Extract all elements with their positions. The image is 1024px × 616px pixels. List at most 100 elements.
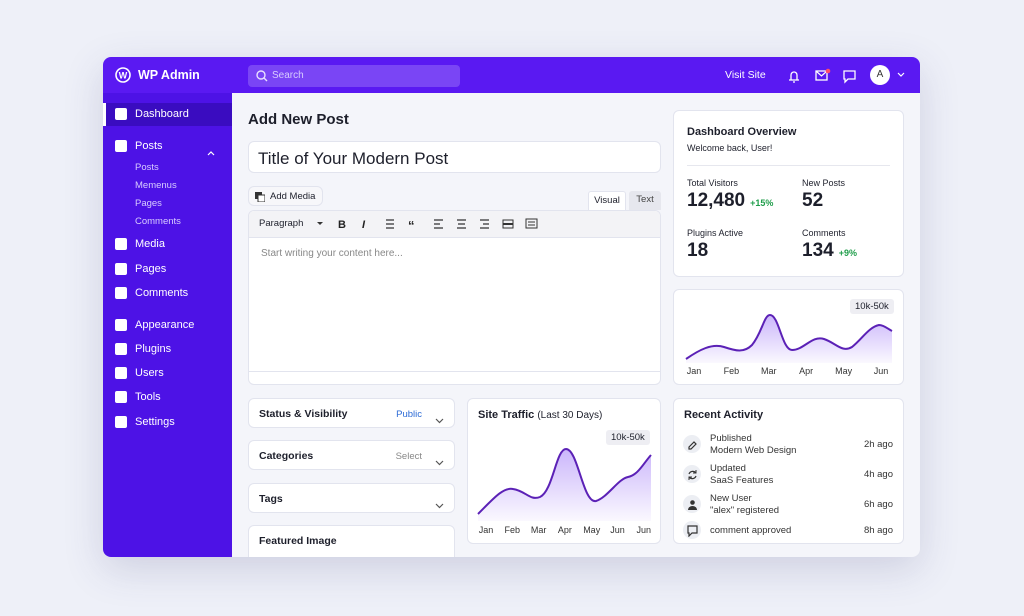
stat-value: 52: [802, 190, 824, 211]
stat-row: 18: [687, 240, 708, 262]
menu-icon: [115, 287, 127, 299]
submenu-item[interactable]: Pages: [135, 198, 162, 209]
format-select[interactable]: Paragraph: [259, 218, 304, 229]
active-highlight: [103, 103, 232, 126]
traffic-title: Site Traffic (Last 30 Days): [478, 409, 602, 421]
stat-change: +15%: [750, 198, 774, 208]
traffic-card: Site Traffic (Last 30 Days) 10k-50k Jan F…: [467, 398, 661, 544]
divider: [687, 165, 890, 166]
activity-time: 2h ago: [863, 439, 893, 450]
menu-item[interactable]: Media: [135, 238, 165, 250]
menu-icon: [115, 238, 127, 250]
chevron: [435, 496, 444, 509]
x-label: Jun: [873, 366, 889, 376]
activity-icon: [683, 495, 701, 513]
submenu-item[interactable]: Memenus: [135, 180, 177, 191]
activity-detail: SaaS Features: [710, 475, 774, 486]
meta-box-value: Select: [395, 451, 422, 462]
chevron: [435, 453, 444, 466]
x-label: Feb: [504, 525, 521, 535]
menu-item[interactable]: Users: [135, 367, 164, 379]
meta-box-label: Status & Visibility: [259, 408, 348, 420]
x-label: Jan: [478, 525, 494, 535]
stat-row: 12,480 +15%: [687, 190, 773, 212]
activity-time: 4h ago: [863, 469, 893, 480]
brand[interactable]: WP Admin: [138, 68, 200, 82]
editor-placeholder[interactable]: Start writing your content here...: [261, 248, 403, 259]
menu-icon: [115, 367, 127, 379]
header-icons[interactable]: [787, 68, 867, 84]
activity-time: 6h ago: [863, 499, 893, 510]
activity-title: Published: [710, 433, 752, 444]
post-title: Title of Your Modern Post: [258, 149, 449, 168]
activity-card: Recent Activity Published Modern Web Desi…: [673, 398, 904, 544]
stat-value: 134: [802, 240, 834, 261]
stat-value: 12,480: [687, 190, 746, 211]
menu-item[interactable]: Settings: [135, 416, 175, 428]
meta-box[interactable]: Status & Visibility Public: [248, 398, 455, 428]
activity-icon: [683, 521, 701, 539]
traffic-subtitle: (Last 30 Days): [537, 410, 603, 421]
menu-item[interactable]: Appearance: [135, 319, 195, 331]
menu-item[interactable]: Tools: [135, 391, 161, 403]
menu-item[interactable]: Comments: [135, 287, 189, 299]
visit-site[interactable]: Visit Site: [725, 69, 766, 81]
mini-curve: [685, 313, 893, 363]
stat-label: Comments: [802, 228, 846, 238]
submenu-item[interactable]: Posts: [135, 162, 159, 173]
stat-label: Plugins Active: [687, 228, 744, 238]
menu-icon: [115, 108, 127, 120]
editor: Paragraph B I “ Start writing your conte…: [248, 210, 661, 385]
visual-tab[interactable]: Visual: [588, 191, 626, 210]
menu-icon: [115, 416, 127, 428]
title-input[interactable]: Title of Your Modern Post: [248, 141, 661, 173]
add-media-button[interactable]: Add Media: [248, 186, 323, 206]
media-icon: [255, 192, 265, 202]
svg-text:I: I: [362, 219, 366, 231]
posts-chevron[interactable]: [207, 143, 215, 156]
stat-label: Total Visitors: [687, 178, 738, 188]
menu-item[interactable]: Dashboard: [135, 108, 189, 120]
meta-box[interactable]: Categories Select: [248, 440, 455, 470]
x-label: Apr: [799, 366, 814, 376]
sidebar-menu: Dashboard Posts Media Pages Comments Appearan…: [103, 93, 232, 557]
meta-box-label: Categories: [259, 450, 314, 462]
toolbar: Paragraph B I “: [249, 211, 660, 238]
traffic-title-text: Site Traffic: [478, 409, 535, 421]
menu-icon: [115, 343, 127, 355]
search-placeholder: Search: [272, 70, 304, 81]
activity-detail: "alex" registered: [710, 505, 780, 516]
search-box[interactable]: Search: [248, 65, 460, 87]
stat-row: 134 +9%: [802, 240, 857, 262]
x-label: Feb: [723, 366, 740, 376]
activity-icon: [683, 435, 701, 453]
activity-time: 8h ago: [863, 525, 893, 536]
menu-item[interactable]: Posts: [135, 140, 163, 152]
menu-icon: [115, 391, 127, 403]
add-media-label: Add Media: [270, 191, 316, 202]
menu-item[interactable]: Plugins: [135, 343, 172, 355]
meta-box-label: Tags: [259, 493, 283, 505]
activity-detail: Modern Web Design: [710, 445, 797, 456]
meta-box[interactable]: Tags: [248, 483, 455, 513]
toolbar-buttons[interactable]: B I “: [315, 215, 545, 233]
stat-row: 52: [802, 190, 823, 212]
meta-box-value: Public: [396, 409, 422, 420]
menu-icon: [115, 140, 127, 152]
text-tab[interactable]: Text: [629, 191, 661, 210]
meta-box[interactable]: Featured Image: [248, 525, 455, 557]
chevron: [435, 411, 444, 424]
overview-title: Dashboard Overview: [687, 126, 797, 138]
stat-value: 18: [687, 240, 709, 261]
traffic-badge: 10k-50k: [606, 430, 650, 445]
avatar[interactable]: A: [870, 65, 890, 85]
menu-item[interactable]: Pages: [135, 263, 167, 275]
window: W WP Admin Search Visit Site A Dashboard…: [103, 57, 920, 557]
activity-title: comment approved: [710, 525, 792, 536]
overview-welcome: Welcome back, User!: [687, 143, 773, 153]
submenu-item[interactable]: Comments: [135, 216, 181, 227]
avatar-chevron[interactable]: [897, 71, 905, 79]
mini-badge: 10k-50k: [850, 299, 894, 314]
activity-title: New User: [710, 493, 752, 504]
